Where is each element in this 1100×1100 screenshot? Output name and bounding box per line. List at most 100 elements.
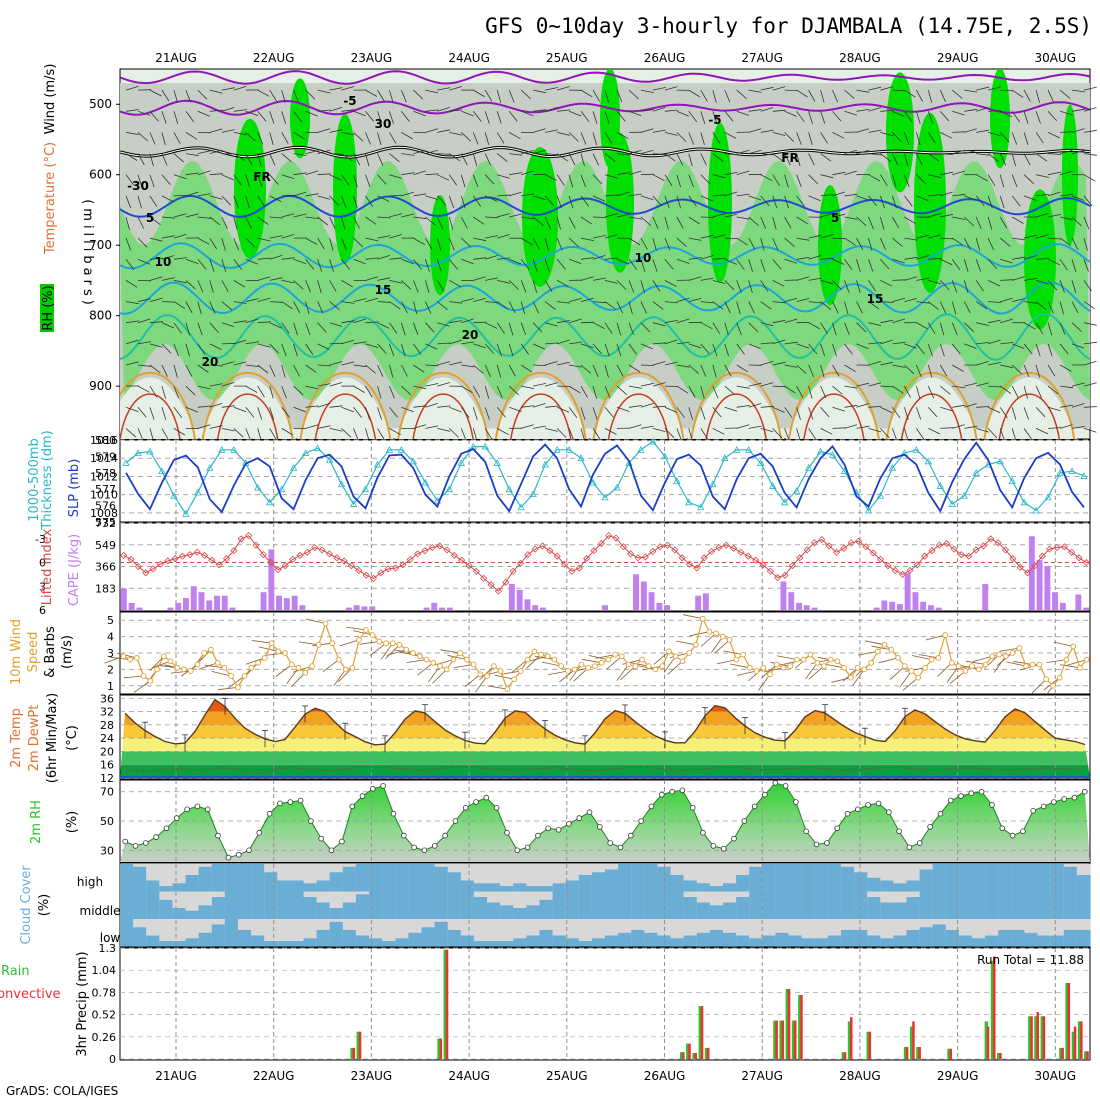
rh2m-point <box>689 804 696 811</box>
wind-barb <box>209 109 223 112</box>
wind-barb <box>461 385 473 394</box>
cape-bar <box>896 604 903 610</box>
wind-barb <box>413 424 427 429</box>
thickness-point <box>481 442 489 450</box>
wind-barb <box>496 89 502 103</box>
precip-conv-bar <box>918 1047 921 1059</box>
wind-barb <box>975 237 981 251</box>
wind-barb <box>772 132 786 136</box>
wind-barb <box>904 132 910 145</box>
wind-barb <box>748 280 753 294</box>
precip-total-bar <box>1065 983 1069 1059</box>
wind-barb <box>784 341 798 345</box>
wind-barb-10m <box>972 655 993 662</box>
cloud-cell <box>277 891 291 919</box>
contour-25 <box>201 371 294 439</box>
wind-barb <box>496 132 505 144</box>
wind-barb <box>544 382 558 387</box>
slp-line <box>125 441 1085 514</box>
wind-barb <box>125 320 139 324</box>
precip-conv-bar <box>993 956 996 1059</box>
cloud-cell <box>342 930 357 947</box>
thickness-point <box>888 464 897 471</box>
wind-barb <box>425 216 436 226</box>
contour-25 <box>592 371 685 439</box>
wind-barb-10m <box>1006 661 1027 667</box>
wind-barb <box>1047 111 1058 122</box>
wind-barb <box>448 195 455 209</box>
precip-conv-bar <box>1042 1016 1046 1059</box>
li-point <box>178 552 187 560</box>
wind-barb <box>820 153 832 162</box>
wind-barb <box>652 129 666 133</box>
wind-barb <box>425 280 430 294</box>
thickness-point <box>565 446 573 453</box>
thickness-point <box>158 467 166 475</box>
wind-barb-10m <box>123 675 144 679</box>
cape-bar <box>1059 602 1066 610</box>
li-point <box>531 545 539 553</box>
wind-barb <box>616 111 626 122</box>
wind-barb <box>796 111 805 123</box>
wind-barb <box>521 216 535 220</box>
wind-speed-point <box>618 653 625 660</box>
precip-total-bar <box>356 1031 360 1059</box>
cloud-cell <box>854 891 868 919</box>
wind-barb <box>724 237 738 239</box>
wind-barb <box>580 195 589 207</box>
li-point <box>149 565 157 573</box>
wind-barb <box>485 216 499 219</box>
wind-barb <box>149 174 155 188</box>
wind-barb <box>293 213 307 218</box>
wind-barb <box>1011 111 1020 123</box>
wind-barb <box>904 428 909 442</box>
wind-barb <box>532 301 540 314</box>
rh2m-point <box>658 791 665 798</box>
wind-speed-point <box>821 663 827 669</box>
wind-barb-10m <box>151 660 171 669</box>
wind-barb-10m <box>1046 659 1067 663</box>
wind-barb <box>448 259 458 270</box>
wind-barb <box>317 109 331 112</box>
li-point <box>825 542 833 550</box>
cape-bar <box>702 593 709 610</box>
wind-barb-10m <box>581 658 602 664</box>
wind-barb-10m <box>710 636 724 654</box>
li-point <box>619 543 627 551</box>
precip-conv-bar <box>787 989 791 1059</box>
wind-barb <box>1023 385 1028 399</box>
wind-barb <box>736 89 747 100</box>
li-point <box>134 562 142 571</box>
wind-barb <box>1012 343 1025 349</box>
wind-barb <box>952 170 965 176</box>
date-label-top: 25AUG <box>546 51 588 65</box>
cloud-cell <box>972 891 986 919</box>
wind-barb <box>964 108 978 112</box>
wind-barb <box>425 425 439 429</box>
precip-panel: 00.260.520.781.041.3 Run Total = 11.88 T… <box>0 942 1091 1066</box>
precip-total-bar <box>350 1047 354 1059</box>
cloud-cell <box>578 941 593 947</box>
date-label-top: 24AUG <box>448 51 490 65</box>
wind-barb <box>760 361 774 366</box>
wind-speed-point <box>841 664 847 671</box>
cloud-cell <box>736 935 750 947</box>
wind-barb <box>640 403 654 408</box>
wind-barb <box>365 343 379 348</box>
thickness-point <box>637 446 645 453</box>
wind-barb <box>1023 364 1030 378</box>
wind-barb <box>149 321 163 324</box>
li-point <box>832 548 841 556</box>
wind-barb <box>173 213 187 218</box>
li-point <box>803 546 811 554</box>
wind-barb <box>1036 174 1049 178</box>
wind-barb <box>448 216 454 230</box>
wind-barb <box>640 382 654 387</box>
run-total: Run Total = 11.88 <box>977 953 1084 967</box>
wind-barb <box>353 385 365 393</box>
wind-barb <box>377 407 382 420</box>
wind-barb <box>628 259 638 270</box>
wind-barb-10m <box>534 655 555 660</box>
wind-barb <box>844 364 856 373</box>
thickness-point <box>673 477 681 484</box>
